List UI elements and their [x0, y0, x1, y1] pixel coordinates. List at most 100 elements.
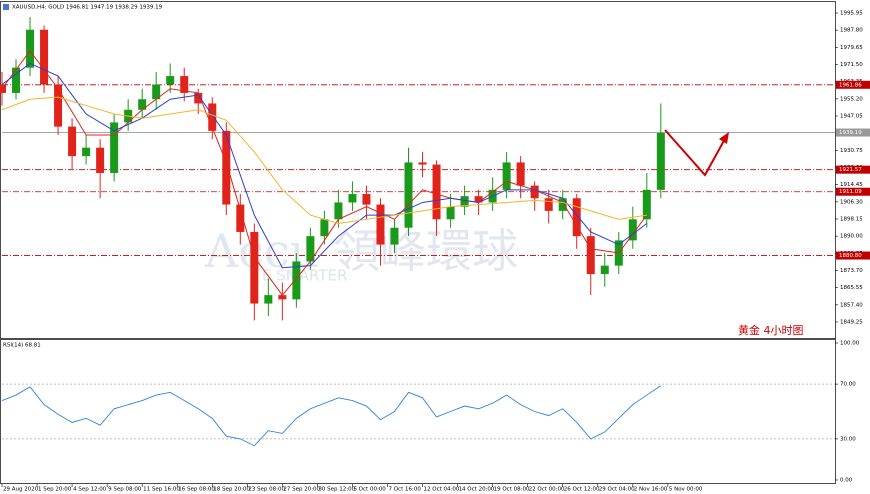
candle-body — [250, 231, 259, 304]
x-tick-label: 30 Sep 12:00 — [318, 487, 355, 493]
candle-body — [166, 76, 175, 85]
x-tick-label: 7 Oct 16:00 — [388, 487, 421, 493]
level-label: 1880.80 — [839, 253, 862, 259]
candle-body — [362, 194, 371, 205]
candle-body — [278, 295, 287, 300]
y-tick-label: 1873.70 — [840, 268, 863, 274]
x-tick-label: 18 Sep 20:00 — [213, 487, 250, 493]
rsi-panel — [0, 339, 836, 484]
y-tick-label: 1914.45 — [840, 182, 863, 188]
candle-body — [180, 76, 189, 93]
level-label: 1961.86 — [839, 82, 862, 88]
candle-body — [432, 164, 441, 220]
candle-body — [348, 194, 357, 203]
watermark-sub: E SMARTER — [262, 267, 347, 285]
moving-average — [1, 49, 648, 296]
level-label: 1939.19 — [839, 130, 862, 136]
y-tick-label: 0.00 — [840, 477, 853, 483]
y-tick-label: 100.00 — [840, 341, 860, 347]
x-tick-label: 27 Sep 20:00 — [283, 487, 320, 493]
candle-body — [40, 29, 49, 85]
y-tick-label: 1890.00 — [840, 234, 863, 240]
candle-body — [138, 99, 147, 110]
chart-title: XAUUSD,H4: GOLD 1946.81 1947.19 1938.29 … — [12, 5, 163, 11]
level-tag — [836, 187, 870, 196]
candle-body — [152, 84, 161, 100]
y-tick-label: 1857.40 — [840, 302, 863, 308]
candle-body — [292, 261, 301, 300]
x-tick-label: 5 Oct 00:00 — [353, 487, 386, 493]
candle-body — [502, 162, 511, 190]
candle-body — [54, 84, 63, 127]
x-tick-label: 29 Oct 04:00 — [599, 487, 635, 493]
price-panel — [0, 1, 836, 339]
candle-body — [418, 162, 427, 165]
x-tick-label: 22 Oct 00:00 — [529, 487, 565, 493]
level-label: 1911.09 — [839, 189, 862, 195]
y-tick-label: 1906.30 — [840, 199, 863, 205]
y-tick-label: 1955.20 — [840, 96, 863, 102]
arrow — [664, 129, 729, 177]
candle-body — [600, 265, 609, 275]
y-tick-label: 1971.50 — [840, 62, 863, 68]
x-tick-label: 19 Oct 08:00 — [494, 487, 530, 493]
y-tick-label: 1987.80 — [840, 28, 863, 34]
y-tick-label: 1995.95 — [840, 10, 863, 16]
level-tag — [836, 128, 870, 137]
candle-body — [208, 103, 217, 131]
annotation: 黄金 4小时图 — [738, 323, 804, 337]
moving-average — [1, 96, 647, 225]
candle-body — [474, 196, 483, 203]
candle-body — [586, 236, 595, 275]
candle-body — [558, 198, 567, 211]
candle-body — [656, 132, 665, 190]
moving-average — [1, 62, 648, 269]
plot: 1995.951987.801979.651971.501963.351955.… — [0, 10, 870, 493]
symbol-icon — [3, 4, 9, 10]
x-tick-label: 12 Oct 04:00 — [424, 487, 460, 493]
x-tick-label: 4 Sep 12:00 — [73, 487, 107, 493]
x-tick-label: 2 Nov 16:00 — [634, 487, 668, 493]
candle-body — [26, 29, 35, 68]
candle-body — [96, 147, 105, 173]
rsi-title: RSI(14) 68.81 — [3, 343, 41, 349]
candle-body — [446, 206, 455, 220]
level-tag — [836, 251, 870, 260]
level-tag — [836, 165, 870, 174]
candle-body — [404, 162, 413, 228]
x-tick-label: 5 Nov 00:00 — [669, 487, 703, 493]
candle-body — [12, 67, 21, 93]
y-tick-label: 70.00 — [840, 382, 856, 388]
candle-body — [82, 147, 91, 157]
y-tick-label: 1930.75 — [840, 148, 863, 154]
rsi-line — [1, 385, 662, 447]
candle-body — [264, 295, 273, 304]
candle-body — [334, 202, 343, 220]
x-tick-label: 11 Sep 16:00 — [143, 487, 180, 493]
x-tick-label: 16 Sep 08:00 — [178, 487, 215, 493]
x-tick-label: 14 Oct 20:00 — [459, 487, 495, 493]
candle-body — [306, 236, 315, 262]
candle-body — [68, 126, 77, 157]
y-tick-label: 1979.65 — [840, 45, 863, 51]
y-tick-label: 1865.55 — [840, 285, 863, 291]
candle-body — [572, 198, 581, 237]
candle-body — [0, 84, 6, 93]
arrow-line — [664, 129, 727, 177]
candle-body — [516, 162, 525, 186]
candle-body — [320, 219, 329, 237]
y-tick-label: 30.00 — [840, 436, 856, 442]
candle-body — [236, 204, 245, 232]
candle-body — [628, 219, 637, 241]
x-tick-label: 1 Sep 20:00 — [38, 487, 72, 493]
y-tick-label: 1898.15 — [840, 216, 863, 222]
x-tick-label: 26 Oct 12:00 — [564, 487, 600, 493]
candle-body — [194, 92, 203, 104]
candle-body — [530, 185, 539, 199]
level-label: 1921.57 — [839, 167, 862, 173]
y-tick-label: 1947.05 — [840, 113, 863, 119]
candle-body — [544, 198, 553, 211]
candle-body — [222, 130, 231, 205]
x-tick-label: 29 Aug 2020 — [3, 487, 39, 493]
